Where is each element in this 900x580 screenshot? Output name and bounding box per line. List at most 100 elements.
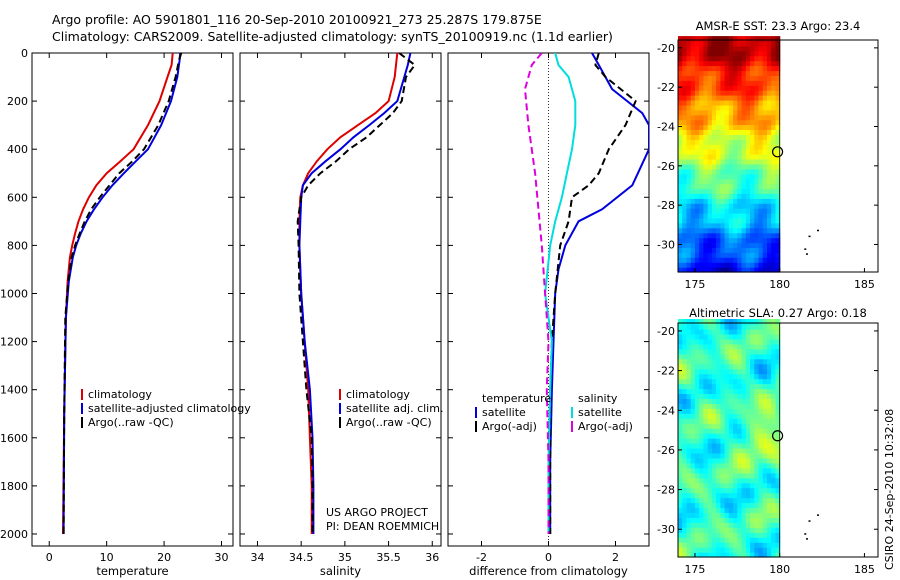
heatmap-cell bbox=[771, 139, 776, 145]
heatmap-cell bbox=[741, 398, 747, 404]
heatmap-cell bbox=[686, 95, 692, 101]
heatmap-cell bbox=[682, 363, 687, 370]
heatmap-cell bbox=[728, 203, 734, 209]
heatmap-cell bbox=[762, 55, 768, 62]
heatmap-cell bbox=[703, 477, 709, 484]
heatmap-cell bbox=[724, 267, 730, 273]
heatmap-cell bbox=[690, 319, 696, 325]
heatmap-cell bbox=[737, 343, 743, 350]
heatmap-cell bbox=[728, 452, 734, 459]
heatmap-cell bbox=[745, 343, 751, 350]
heatmap-cell bbox=[716, 60, 721, 67]
heatmap-cell bbox=[720, 129, 726, 135]
heatmap-cell bbox=[690, 198, 696, 204]
heatmap-cell bbox=[720, 343, 726, 350]
heatmap-cell bbox=[686, 227, 692, 234]
heatmap-cell bbox=[703, 70, 709, 76]
heatmap-cell bbox=[711, 188, 717, 194]
heatmap-cell bbox=[737, 398, 743, 404]
heatmap-cell bbox=[678, 227, 683, 234]
heatmap-cell bbox=[682, 324, 687, 330]
heatmap-cell bbox=[716, 154, 721, 160]
temperature-panel: 0 10 20 30020040060080010001200140016001800… bbox=[0, 47, 251, 578]
heatmap-cell bbox=[728, 507, 734, 513]
heatmap-cell bbox=[716, 119, 721, 126]
heatmap-cell bbox=[733, 139, 738, 145]
heatmap-cell bbox=[678, 178, 683, 185]
heatmap-cell bbox=[724, 217, 730, 224]
heatmap-cell bbox=[694, 178, 700, 185]
heatmap-cell bbox=[775, 408, 781, 414]
heatmap-cell bbox=[741, 262, 747, 268]
heatmap-cell bbox=[699, 423, 704, 429]
heatmap-cell bbox=[724, 324, 730, 330]
heatmap-cell bbox=[733, 237, 738, 244]
heatmap-cell bbox=[682, 507, 687, 513]
legend-label: Argo(..raw -QC) bbox=[346, 416, 432, 429]
heatmap-cell bbox=[767, 65, 772, 72]
heatmap-cell bbox=[750, 134, 755, 140]
heatmap-cell bbox=[775, 36, 781, 42]
heatmap-cell bbox=[716, 158, 721, 165]
heatmap-cell bbox=[703, 55, 709, 62]
heatmap-cell bbox=[750, 237, 755, 244]
heatmap-cell bbox=[754, 363, 760, 370]
heatmap-cell bbox=[741, 237, 747, 244]
heatmap-cell bbox=[762, 114, 768, 121]
heatmap-cell bbox=[724, 242, 730, 248]
heatmap-cell bbox=[745, 497, 751, 504]
heatmap-cell bbox=[745, 482, 751, 489]
heatmap-cell bbox=[741, 124, 747, 130]
series-line-satellite-adj-clim bbox=[298, 53, 412, 534]
heatmap-cell bbox=[771, 497, 776, 504]
heatmap-cell bbox=[741, 482, 747, 489]
heatmap-cell bbox=[707, 512, 713, 518]
heatmap-cell bbox=[711, 507, 717, 513]
heatmap-cell bbox=[775, 527, 781, 533]
heatmap-cell bbox=[682, 198, 687, 204]
map-y-tick-label: -26 bbox=[657, 160, 675, 173]
heatmap-cell bbox=[754, 378, 760, 385]
heatmap-cell bbox=[694, 522, 700, 528]
heatmap-cell bbox=[678, 363, 683, 370]
heatmap-cell bbox=[686, 149, 692, 155]
heatmap-cell bbox=[728, 217, 734, 224]
heatmap-cell bbox=[682, 487, 687, 494]
heatmap-cell bbox=[733, 537, 738, 543]
heatmap-cell bbox=[686, 462, 692, 469]
heatmap-cell bbox=[750, 542, 755, 548]
heatmap-cell bbox=[762, 423, 768, 429]
heatmap-cell bbox=[711, 232, 717, 239]
heatmap-cell bbox=[728, 247, 734, 253]
heatmap-cell bbox=[711, 45, 717, 52]
heatmap-cell bbox=[733, 50, 738, 57]
heatmap-cell bbox=[758, 378, 764, 385]
heatmap-cell bbox=[754, 183, 760, 189]
heatmap-cell bbox=[711, 378, 717, 385]
heatmap-cell bbox=[678, 482, 683, 489]
heatmap-cell bbox=[690, 482, 696, 489]
heatmap-cell bbox=[703, 552, 709, 558]
heatmap-cell bbox=[724, 154, 730, 160]
heatmap-cell bbox=[690, 552, 696, 558]
heatmap-cell bbox=[707, 45, 713, 52]
heatmap-cell bbox=[750, 497, 755, 504]
heatmap-cell bbox=[728, 100, 734, 106]
heatmap-cell bbox=[745, 487, 751, 494]
heatmap-cell bbox=[728, 423, 734, 429]
heatmap-cell bbox=[750, 208, 755, 214]
heatmap-cell bbox=[771, 423, 776, 429]
heatmap-cell bbox=[758, 423, 764, 429]
heatmap-cell bbox=[707, 144, 713, 150]
heatmap-cell bbox=[728, 388, 734, 394]
heatmap-cell bbox=[703, 512, 709, 518]
heatmap-cell bbox=[724, 203, 730, 209]
heatmap-cell bbox=[686, 324, 692, 330]
heatmap-cell bbox=[737, 178, 743, 185]
heatmap-cell bbox=[758, 90, 764, 96]
heatmap-cell bbox=[707, 134, 713, 140]
heatmap-cell bbox=[745, 452, 751, 459]
heatmap-cell bbox=[678, 343, 683, 350]
heatmap-cell bbox=[754, 104, 760, 111]
heatmap-cell bbox=[775, 462, 781, 469]
